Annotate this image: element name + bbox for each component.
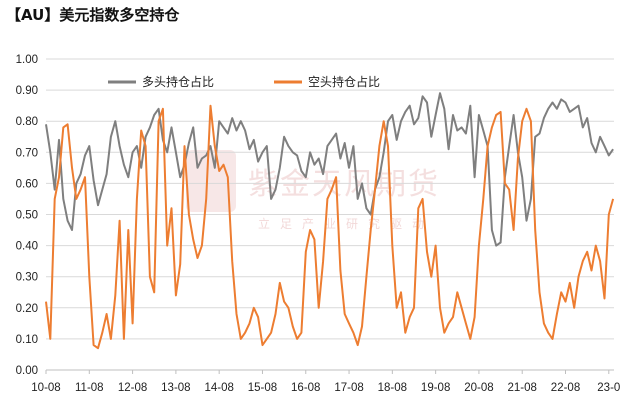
x-axis: 10-08 11-08 12-08 13-08 14-08 15-08 16-08 17-08…: [31, 369, 620, 394]
x-tick-label: 21-08: [508, 382, 537, 394]
x-tick-label: 15-08: [248, 382, 277, 394]
x-tick-label: 12-08: [118, 382, 147, 394]
y-tick-label: 0.20: [16, 303, 38, 315]
y-tick-label: 0.80: [16, 116, 38, 128]
y-tick-label: 0.30: [16, 272, 38, 284]
legend-label: 多头持仓占比: [142, 74, 214, 89]
series-line-short: [45, 104, 615, 350]
legend: 多头持仓占比 空头持仓占比: [108, 74, 380, 89]
y-tick-label: 0.60: [16, 178, 38, 190]
chart-title: 【AU】美元指数多空持仓: [6, 6, 180, 24]
x-tick-label: 16-08: [291, 382, 320, 394]
y-tick-label: 0.90: [16, 85, 38, 97]
x-tick-label: 22-08: [551, 382, 580, 394]
series-lines: [45, 92, 615, 350]
x-tick-label: 23-0: [597, 382, 620, 394]
y-tick-label: 0.50: [16, 210, 38, 222]
y-tick-label: 0.10: [16, 334, 38, 346]
legend-label: 空头持仓占比: [308, 74, 380, 89]
x-tick-label: 17-08: [334, 382, 363, 394]
x-tick-label: 13-08: [161, 382, 190, 394]
x-tick-label: 14-08: [204, 382, 233, 394]
y-axis: 0.00 0.10 0.20 0.30 0.40 0.50 0.60 0.70 0.80 0.90…: [16, 54, 38, 377]
x-tick-label: 20-08: [464, 382, 493, 394]
y-tick-label: 0.40: [16, 241, 38, 253]
y-tick-label: 0.00: [16, 365, 38, 377]
watermark-sub-text: 立足产业研究驱动: [258, 216, 434, 231]
y-tick-label: 1.00: [16, 54, 38, 66]
x-tick-label: 11-08: [75, 382, 104, 394]
y-tick-label: 0.70: [16, 147, 38, 159]
x-tick-label: 18-08: [378, 382, 407, 394]
x-tick-label: 19-08: [421, 382, 450, 394]
x-tick-label: 10-08: [31, 382, 60, 394]
gridlines: [46, 58, 614, 371]
